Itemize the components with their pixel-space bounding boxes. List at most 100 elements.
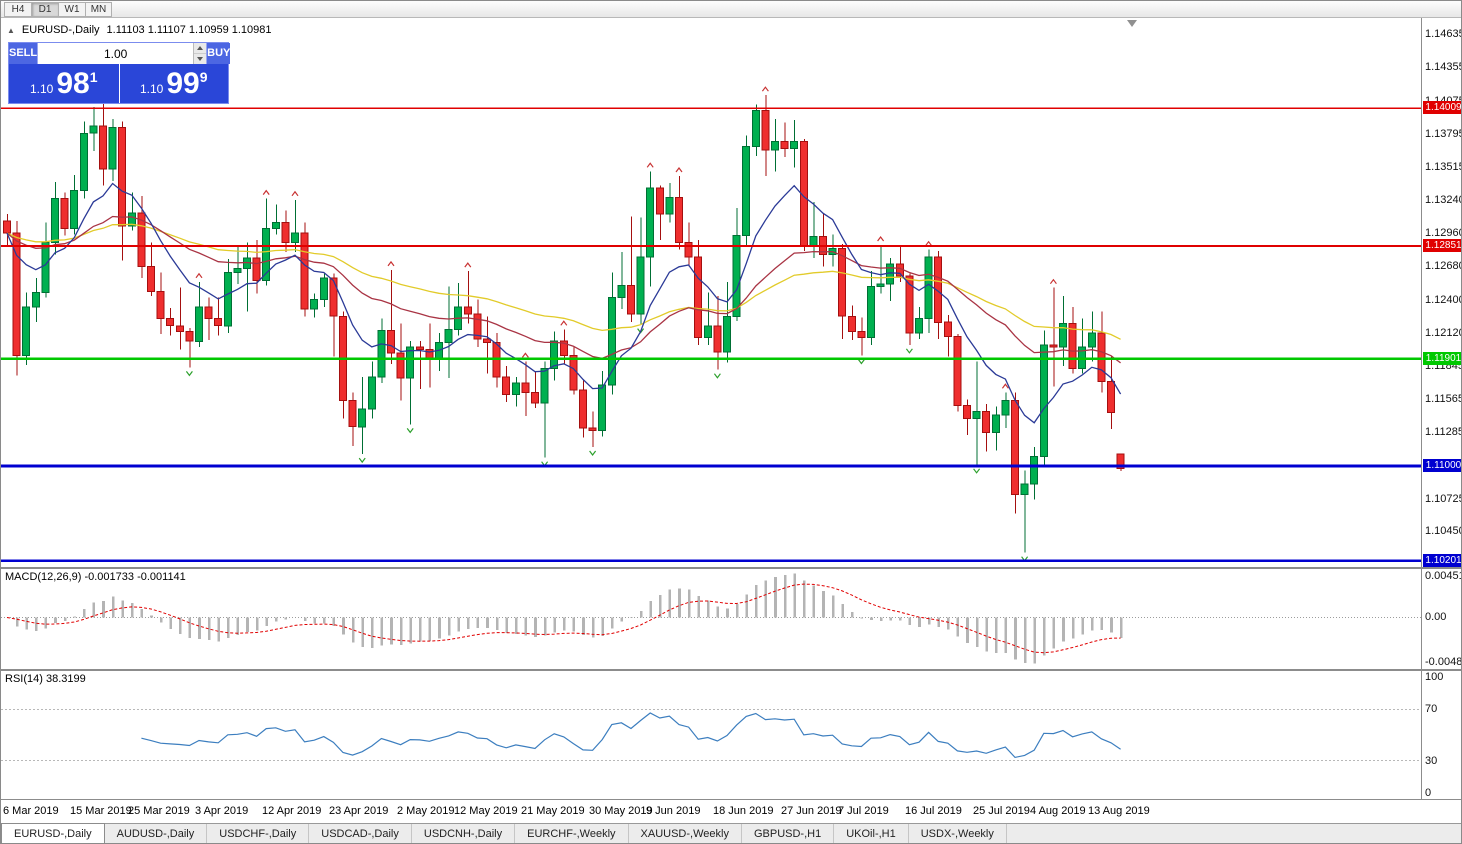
price-line-tag: 1.10201: [1423, 554, 1461, 567]
tab-audusd-daily[interactable]: AUDUSD-,Daily: [104, 824, 208, 843]
sell-button[interactable]: SELL: [9, 43, 38, 64]
fractal-up-marker: [877, 236, 885, 242]
macd-chart-canvas[interactable]: [1, 569, 1421, 669]
pane-divider[interactable]: [1, 669, 1461, 671]
fractal-down-marker: [185, 371, 193, 377]
tab-eurusd-daily[interactable]: EURUSD-,Daily: [1, 823, 105, 843]
fractal-up-marker: [761, 86, 769, 92]
price-axis[interactable]: 1.146351.143551.140751.137951.135151.132…: [1421, 18, 1462, 567]
candle-body: [204, 306, 213, 320]
candle-body: [655, 187, 664, 215]
tab-eurchf-weekly[interactable]: EURCHF-,Weekly: [515, 824, 629, 843]
price-line-tag: 1.12851: [1423, 239, 1461, 252]
lot-increase-button[interactable]: [194, 43, 207, 54]
one-click-trading-panel: SELL BUY 1.10 98 1: [8, 42, 231, 104]
date-label: 6 Mar 2019: [3, 805, 59, 817]
date-label: 25 Jul 2019: [973, 805, 1030, 817]
candle-body: [214, 318, 223, 327]
candle-body: [473, 313, 482, 340]
lot-size-input[interactable]: [38, 43, 194, 64]
price-tick-label: 1.14635: [1425, 28, 1462, 40]
candle-body: [147, 265, 155, 292]
candle-body: [3, 220, 11, 234]
tab-gbpusd-h1[interactable]: GBPUSD-,H1: [741, 824, 835, 843]
candle-body: [732, 235, 741, 317]
candle-body: [396, 352, 405, 379]
price-tick-label: 1.14355: [1425, 61, 1462, 73]
date-label: 23 Apr 2019: [329, 805, 389, 817]
sell-price-display[interactable]: 1.10 98 1: [9, 64, 119, 103]
price-tick-label: 1.11285: [1425, 426, 1462, 438]
timeframe-button-w1[interactable]: W1: [58, 1, 85, 17]
date-label: 18 Jun 2019: [713, 805, 774, 817]
candle-body: [41, 242, 50, 294]
tab-usdcad-daily[interactable]: USDCAD-,Daily: [309, 824, 412, 843]
candle-body: [127, 212, 136, 227]
candle-body: [300, 232, 309, 310]
fractal-up-marker: [1049, 278, 1057, 285]
lot-size-field: [37, 43, 208, 64]
fractal-up-marker: [387, 260, 395, 267]
rsi-axis-label: 30: [1425, 755, 1438, 767]
price-chart-canvas[interactable]: [1, 18, 1421, 567]
candle-body: [1116, 453, 1125, 469]
tab-ukoil-h1[interactable]: UKOil-,H1: [834, 824, 909, 843]
candle-body: [617, 284, 626, 298]
date-label: 7 Jul 2019: [838, 805, 889, 817]
date-label: 13 Aug 2019: [1088, 805, 1150, 817]
candle-body: [905, 275, 914, 334]
price-tick-label: 1.12120: [1425, 327, 1462, 339]
candle-body: [943, 321, 952, 338]
lot-decrease-button[interactable]: [194, 54, 207, 64]
pane-divider[interactable]: [1, 567, 1461, 569]
candle-body: [166, 318, 175, 327]
candle-body: [223, 271, 232, 327]
chart-tab-bar: EURUSD-,Daily AUDUSD-,Daily USDCHF-,Dail…: [1, 823, 1461, 843]
candle-body: [1107, 381, 1115, 414]
candle-body: [838, 248, 847, 317]
candle-body: [70, 189, 79, 229]
candle-body: [886, 263, 895, 285]
candle-body: [1020, 483, 1029, 495]
candle-body: [348, 400, 357, 428]
macd-pane: MACD(12,26,9) -0.001733 -0.001141: [1, 569, 1421, 669]
timeframe-button-d1[interactable]: D1: [31, 1, 58, 17]
fractal-up-marker: [925, 240, 933, 247]
candle-body: [934, 256, 943, 323]
candle-body: [252, 257, 261, 282]
candle-body: [463, 306, 472, 315]
buy-price-display[interactable]: 1.10 99 9: [118, 64, 229, 103]
price-line-tag: 1.14009: [1423, 101, 1461, 114]
candle-body: [607, 296, 616, 386]
timeframe-button-mn[interactable]: MN: [85, 1, 112, 17]
buy-button[interactable]: BUY: [207, 43, 231, 64]
sell-price-big-digits: 98: [56, 67, 90, 100]
candle-body: [1039, 344, 1048, 457]
candle-body: [99, 125, 107, 170]
candle-body: [406, 346, 415, 379]
candle-body: [1030, 456, 1039, 485]
candle-body: [713, 325, 722, 353]
rsi-axis-label: 0: [1425, 787, 1432, 799]
timeframe-button-h4[interactable]: H4: [4, 1, 31, 17]
symbol-period-label: EURUSD-,Daily: [21, 24, 100, 36]
tab-usdx-weekly[interactable]: USDX-,Weekly: [908, 824, 1007, 843]
candle-body: [867, 286, 875, 339]
tab-usdcnh-daily[interactable]: USDCNH-,Daily: [411, 824, 516, 843]
macd-axis-label: 0.004517: [1425, 570, 1461, 582]
candle-body: [137, 212, 146, 267]
tab-xauusd-weekly[interactable]: XAUUSD-,Weekly: [628, 824, 742, 843]
tab-usdchf-daily[interactable]: USDCHF-,Daily: [207, 824, 310, 843]
price-tick-label: 1.10725: [1425, 493, 1462, 505]
candle-body: [742, 145, 751, 236]
candle-body: [175, 325, 184, 333]
rsi-axis: 100 70 30 0: [1421, 671, 1461, 799]
candle-body: [761, 110, 770, 151]
candle-body: [511, 382, 520, 396]
fractal-up-marker: [646, 162, 654, 168]
rsi-chart-canvas[interactable]: [1, 671, 1421, 799]
rsi-indicator-label: RSI(14) 38.3199: [5, 673, 86, 685]
macd-signal-line: [6, 583, 1121, 654]
collapse-trading-panel-icon[interactable]: ▲: [7, 25, 15, 35]
candle-body: [876, 283, 885, 288]
